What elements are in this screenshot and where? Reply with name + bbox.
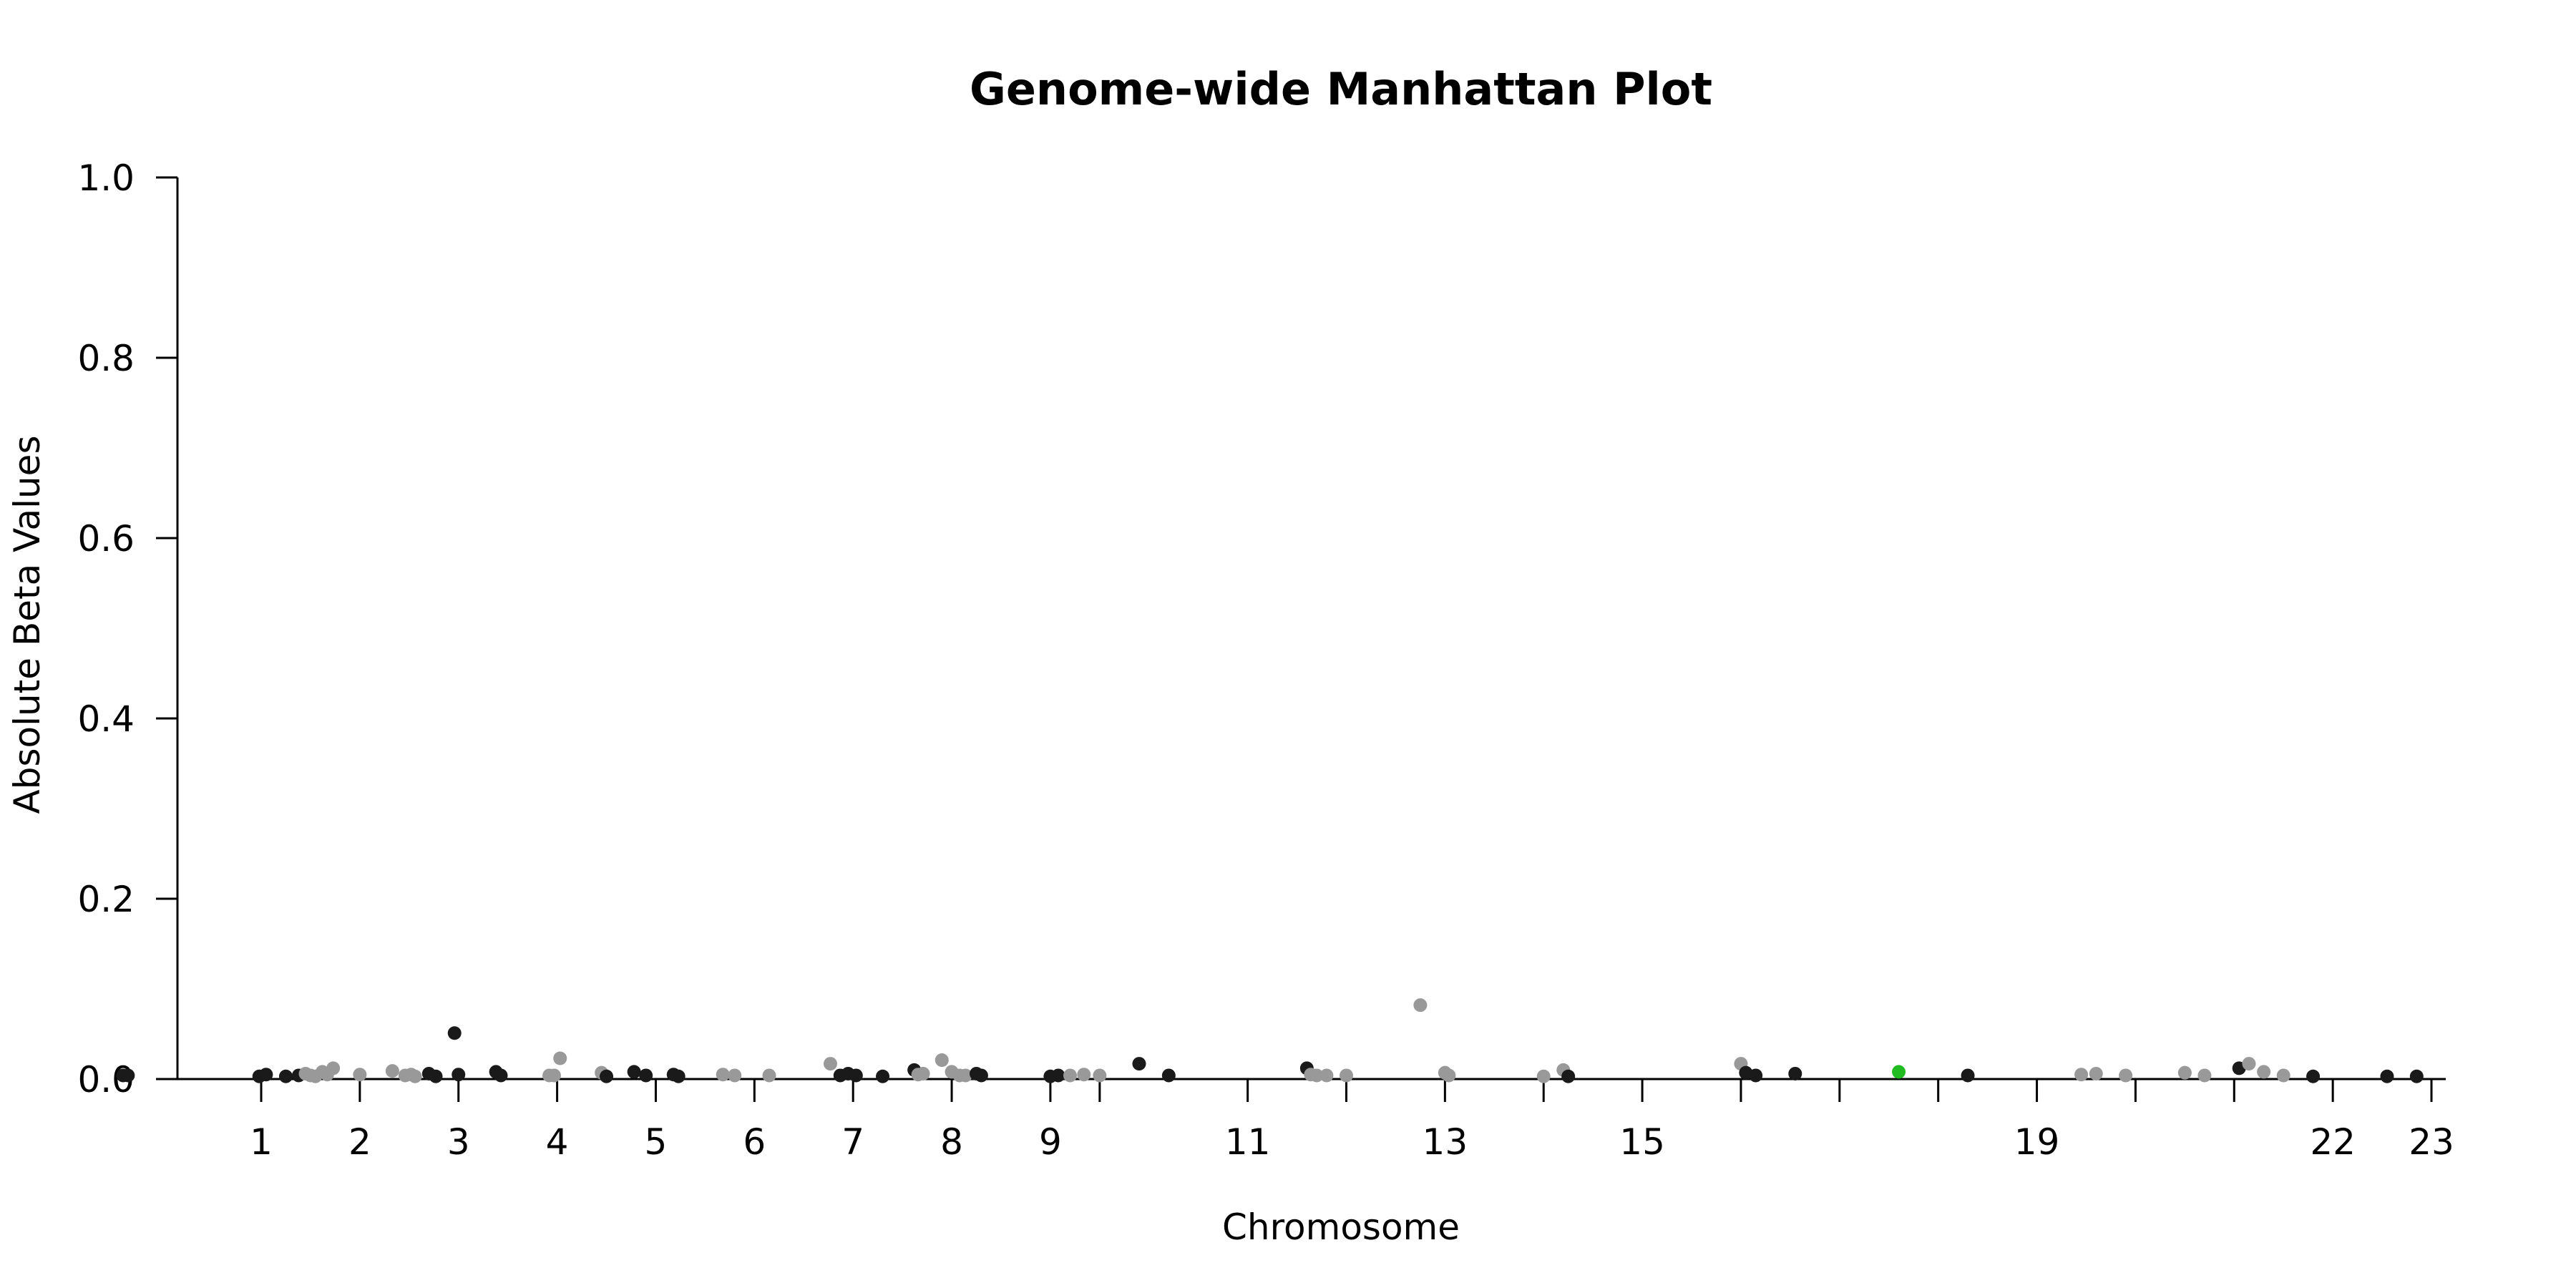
data-point bbox=[935, 1053, 949, 1068]
data-point bbox=[278, 1069, 293, 1083]
data-point bbox=[671, 1069, 686, 1083]
data-point bbox=[876, 1069, 890, 1083]
data-point bbox=[385, 1064, 399, 1078]
x-tick-label: 2 bbox=[348, 1121, 371, 1163]
chart-title: Genome-wide Manhattan Plot bbox=[970, 63, 1712, 115]
data-point bbox=[916, 1066, 930, 1080]
x-tick-label: 9 bbox=[1039, 1121, 1062, 1163]
y-tick-label: 0.2 bbox=[77, 879, 135, 920]
data-point bbox=[627, 1065, 641, 1079]
data-point bbox=[2074, 1068, 2089, 1082]
data-point bbox=[1051, 1068, 1065, 1083]
y-axis: 0.00.20.40.60.81.0 bbox=[77, 157, 179, 1101]
y-tick-label: 0.6 bbox=[77, 518, 135, 560]
data-point bbox=[1063, 1068, 1077, 1083]
data-point bbox=[958, 1068, 972, 1083]
x-axis-label: Chromosome bbox=[1222, 1206, 1460, 1248]
x-tick-label: 8 bbox=[940, 1121, 963, 1163]
x-tick-label: 6 bbox=[743, 1121, 766, 1163]
data-point bbox=[408, 1069, 422, 1083]
data-point bbox=[716, 1068, 730, 1082]
data-point bbox=[2257, 1065, 2271, 1079]
x-tick-label: 13 bbox=[1423, 1121, 1468, 1163]
x-tick-label: 15 bbox=[1619, 1121, 1665, 1163]
data-point bbox=[2242, 1057, 2256, 1071]
data-point bbox=[728, 1068, 742, 1083]
x-tick-label: 4 bbox=[546, 1121, 569, 1163]
data-point bbox=[2276, 1068, 2290, 1083]
data-point bbox=[1093, 1068, 1107, 1083]
y-tick-label: 0.8 bbox=[77, 338, 135, 379]
x-tick-label: 3 bbox=[447, 1121, 470, 1163]
data-point bbox=[326, 1061, 341, 1075]
data-point bbox=[353, 1068, 367, 1082]
data-point bbox=[1077, 1068, 1091, 1082]
data-point bbox=[639, 1068, 653, 1083]
data-point bbox=[1413, 998, 1428, 1013]
data-point bbox=[2197, 1068, 2212, 1083]
data-point bbox=[1561, 1069, 1576, 1083]
x-tick-label: 5 bbox=[645, 1121, 668, 1163]
data-point bbox=[1161, 1068, 1176, 1083]
data-point bbox=[1892, 1065, 1906, 1079]
x-tick-label: 23 bbox=[2409, 1121, 2454, 1163]
data-point bbox=[494, 1068, 508, 1083]
data-point bbox=[1442, 1068, 1456, 1083]
data-points bbox=[116, 998, 2424, 1083]
x-tick-label: 1 bbox=[250, 1121, 273, 1163]
data-point bbox=[1961, 1068, 1975, 1083]
y-tick-label: 1.0 bbox=[77, 157, 135, 199]
x-tick-label: 19 bbox=[2014, 1121, 2060, 1163]
data-point bbox=[974, 1068, 988, 1083]
data-point bbox=[2306, 1069, 2321, 1083]
data-point bbox=[2177, 1065, 2192, 1080]
data-point bbox=[2409, 1069, 2424, 1083]
y-tick-label: 0.4 bbox=[77, 698, 135, 740]
data-point bbox=[547, 1068, 561, 1083]
data-point bbox=[1749, 1068, 1763, 1083]
data-point bbox=[2380, 1069, 2394, 1083]
x-tick-label: 11 bbox=[1225, 1121, 1271, 1163]
data-point bbox=[447, 1026, 462, 1040]
data-point bbox=[121, 1068, 135, 1083]
data-point bbox=[1132, 1057, 1146, 1071]
data-point bbox=[1536, 1069, 1551, 1083]
data-point bbox=[553, 1051, 567, 1065]
data-point bbox=[2089, 1066, 2103, 1080]
data-point bbox=[2119, 1068, 2133, 1083]
data-point bbox=[259, 1068, 273, 1082]
data-point bbox=[1340, 1068, 1353, 1083]
y-axis-label: Absolute Beta Values bbox=[6, 436, 48, 814]
data-point bbox=[762, 1068, 776, 1083]
data-point bbox=[849, 1068, 863, 1083]
data-point bbox=[1309, 1068, 1324, 1083]
data-point bbox=[429, 1069, 443, 1083]
x-tick-label: 22 bbox=[2310, 1121, 2356, 1163]
x-tick-label: 7 bbox=[841, 1121, 864, 1163]
data-point bbox=[600, 1069, 614, 1083]
data-point bbox=[452, 1068, 466, 1082]
data-point bbox=[823, 1057, 837, 1071]
data-point bbox=[1319, 1068, 1334, 1083]
x-axis: 1 2 3 4 5 6 7 8 9 11 13 15 19 22 23 bbox=[177, 1078, 2454, 1163]
data-point bbox=[1788, 1066, 1802, 1080]
